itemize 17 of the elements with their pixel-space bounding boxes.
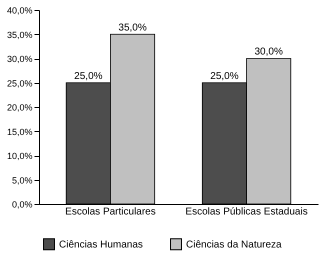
y-tick-label: 40,0% [6,6,32,16]
y-tick-label: 0,0% [12,200,32,210]
y-tick-label: 25,0% [6,78,32,88]
legend-label: Ciências Humanas [59,239,143,250]
y-tick-label: 10,0% [6,151,32,161]
data-label: 25,0% [210,70,239,82]
y-tick-label: 5,0% [12,175,32,186]
y-tick-label: 15,0% [6,126,32,137]
data-label: 25,0% [74,70,103,82]
legend-label: Ciências da Natureza [186,239,282,250]
x-tick-label: Escolas Particulares [65,206,156,218]
x-tick-label: Escolas Públicas Estaduais [185,206,308,218]
y-tick-label: 20,0% [6,102,32,112]
data-label: 30,0% [254,46,283,58]
y-tick-label: 30,0% [6,54,32,64]
data-label: 35,0% [118,22,147,34]
y-tick-label: 35,0% [6,30,32,40]
